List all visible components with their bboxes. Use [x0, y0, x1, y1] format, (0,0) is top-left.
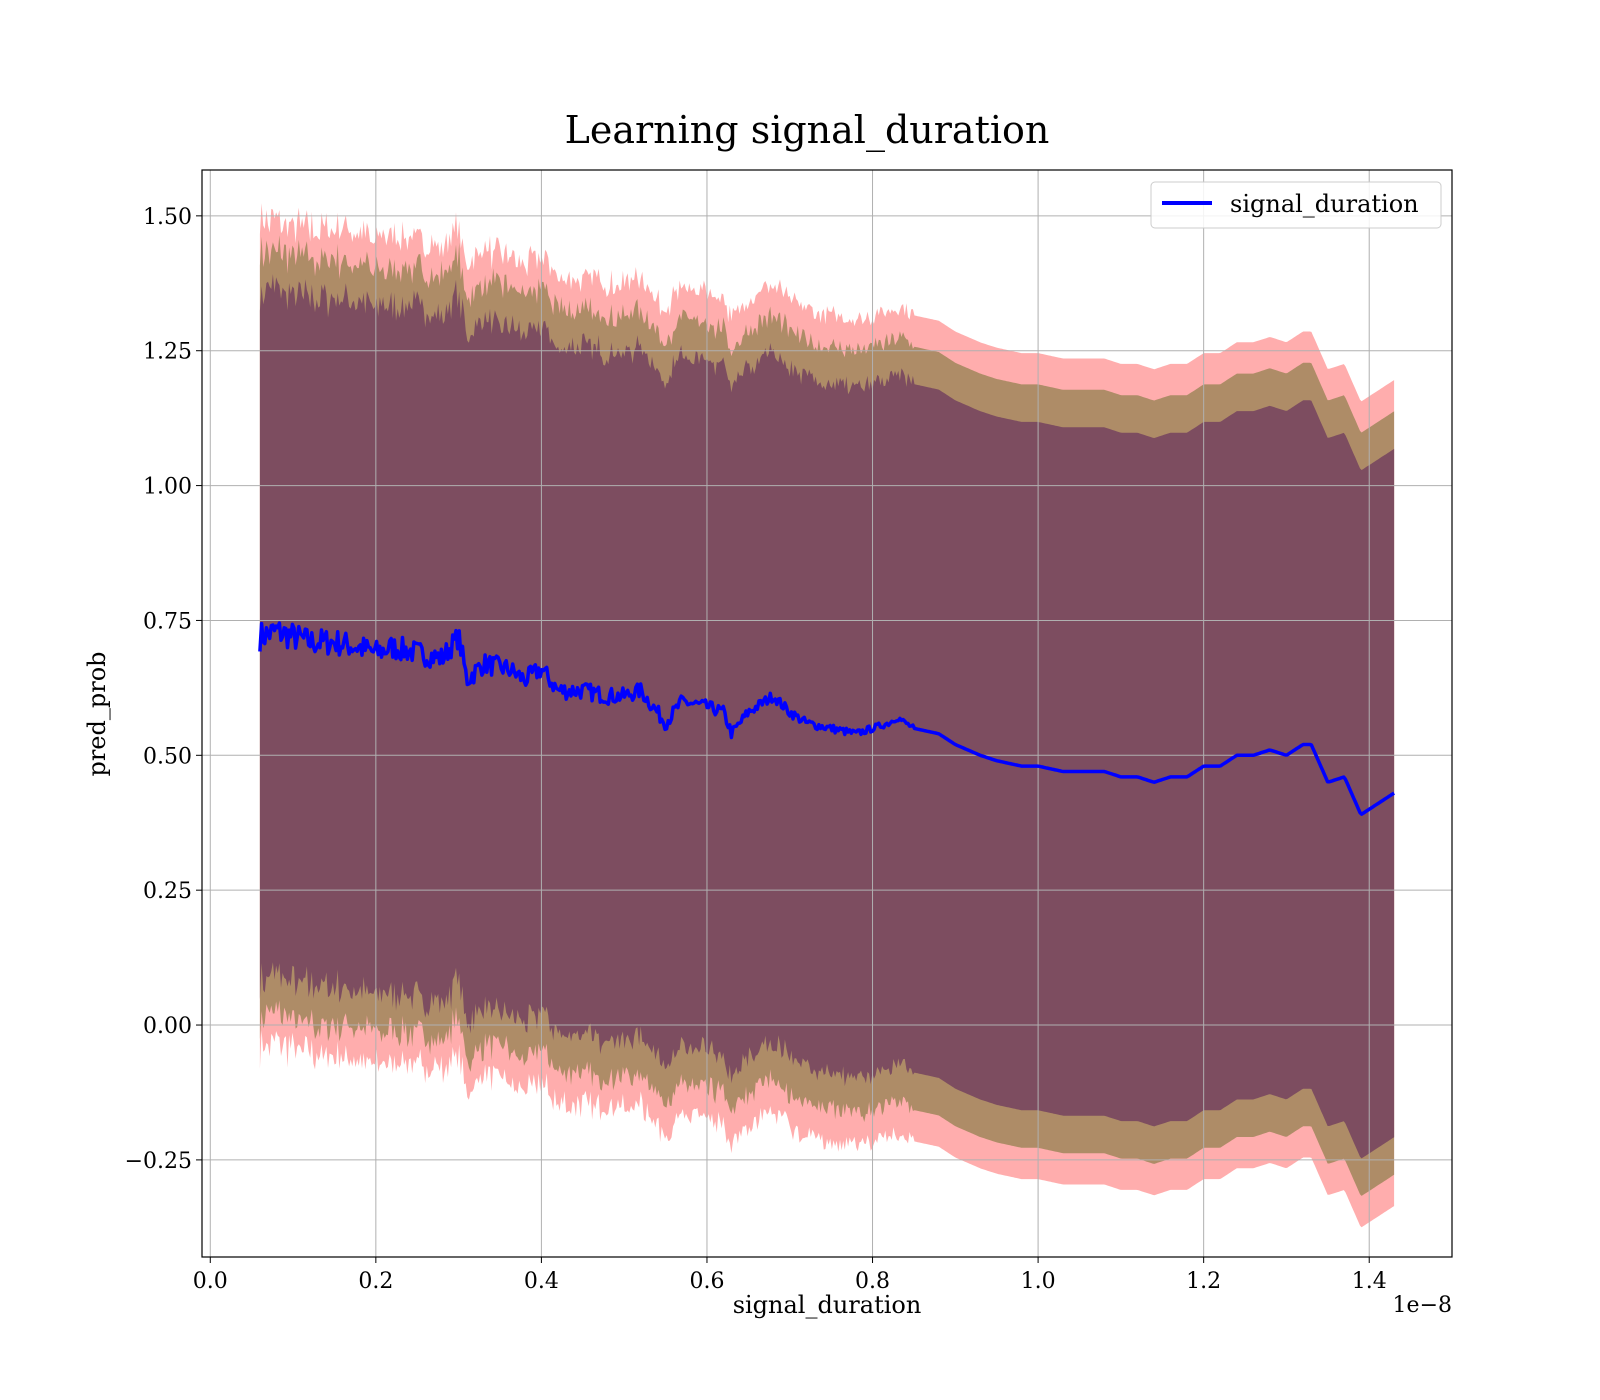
legend-box: [1150, 181, 1442, 229]
legend: signal_duration: [1150, 181, 1442, 229]
x-tick-label: 0.4: [524, 1269, 559, 1294]
band-inner: [259, 274, 1395, 1159]
y-axis-label: pred_prob: [83, 651, 111, 776]
y-tick-label: 0.75: [143, 609, 192, 634]
series-line-signal_duration: [258, 621, 1395, 816]
y-tick-label: 1.00: [143, 475, 192, 500]
x-tick-label: 0.6: [689, 1269, 724, 1294]
y-tick-label: 1.25: [143, 340, 192, 365]
plot-frame: [201, 169, 1453, 1258]
legend-label: signal_duration: [1230, 190, 1419, 218]
y-axis-ticks: −0.25 0.00 0.25 0.50 0.75 1.00 1.25 1.50: [125, 205, 202, 1174]
x-axis-ticks: 0.0 0.2 0.4 0.6 0.8 1.0 1.2 1.4: [193, 1257, 1387, 1294]
x-tick-label: 0.0: [193, 1269, 228, 1294]
y-tick-label: 0.25: [143, 879, 192, 904]
series-line-layer: [258, 621, 1395, 816]
x-axis-label: signal_duration: [733, 1291, 922, 1319]
x-tick-label: 1.4: [1352, 1269, 1387, 1294]
x-tick-label: 1.2: [1186, 1269, 1221, 1294]
x-tick-label: 1.0: [1021, 1269, 1056, 1294]
confidence-bands: [259, 203, 1395, 1228]
y-tick-label: −0.25: [125, 1149, 192, 1174]
grid-lines: [202, 170, 1452, 1257]
y-tick-label: 1.50: [143, 205, 192, 230]
x-tick-label: 0.2: [358, 1269, 393, 1294]
chart-title: Learning signal_duration: [565, 108, 1050, 153]
y-tick-label: 0.50: [143, 744, 192, 769]
x-tick-label: 0.8: [855, 1269, 890, 1294]
plot-area: [202, 170, 1452, 1257]
y-tick-label: 0.00: [143, 1014, 192, 1039]
x-axis-offset-label: 1e−8: [1393, 1293, 1452, 1318]
